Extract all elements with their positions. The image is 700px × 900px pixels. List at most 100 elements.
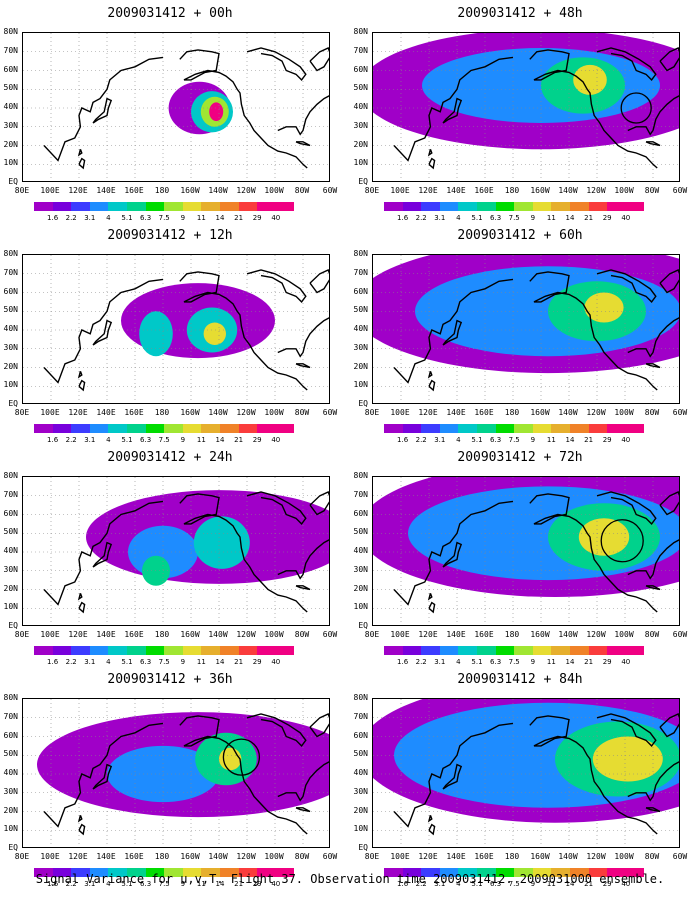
coastline [43, 722, 164, 828]
coastline [78, 823, 86, 836]
colorbar-label: 6.3 [140, 880, 152, 888]
coastline [78, 379, 86, 392]
y-tick-label: 60N [3, 64, 18, 74]
coastline [295, 585, 311, 591]
colorbar-label: 29 [602, 880, 612, 888]
variance-contour [592, 736, 663, 782]
x-tick-label: 160W [530, 852, 550, 861]
colorbar-swatch [421, 202, 440, 211]
colorbar-swatch [89, 646, 109, 655]
x-tick-label: 80W [294, 186, 310, 195]
x-tick-label: 100W [614, 408, 634, 417]
x-tick-label: 100W [264, 408, 284, 417]
x-tick-label: 60W [322, 852, 338, 861]
colorbar-swatch [164, 868, 183, 877]
colorbar [384, 646, 645, 655]
colorbar-swatch [495, 868, 515, 877]
x-tick-label: 120W [586, 186, 606, 195]
y-tick-label: 80N [3, 27, 18, 36]
colorbar-swatch [476, 868, 496, 877]
colorbar-label: 4 [456, 658, 461, 666]
colorbar-label: 11 [196, 658, 206, 666]
colorbar-label: 21 [584, 658, 594, 666]
x-tick-label: 120E [418, 630, 438, 639]
colorbar-swatch [514, 868, 533, 877]
colorbar-swatch [34, 868, 53, 877]
map-plot [22, 476, 330, 626]
colorbar-label: 7.5 [508, 436, 520, 444]
coastline [442, 97, 463, 124]
colorbar-swatch [71, 868, 90, 877]
colorbar-swatch [201, 424, 220, 433]
coastline [92, 97, 113, 124]
colorbar-label: 7.5 [508, 658, 520, 666]
colorbar-swatch [439, 424, 459, 433]
colorbar-swatch [588, 202, 608, 211]
colorbar-label: 4 [456, 880, 461, 888]
x-tick-label: 160W [530, 186, 550, 195]
coastline [77, 815, 83, 823]
y-tick-label: 20N [3, 361, 18, 371]
colorbar-swatch [551, 424, 570, 433]
x-tick-label: 180 [154, 186, 170, 195]
coastline [179, 49, 308, 169]
coastline [92, 763, 113, 790]
x-tick-label: 120W [236, 408, 256, 417]
colorbar-label: 40 [621, 214, 631, 222]
colorbar-label: 40 [271, 214, 281, 222]
colorbar-swatch [275, 424, 295, 433]
colorbar-swatch [402, 424, 422, 433]
y-tick-label: 40N [353, 324, 368, 333]
x-tick-label: 80W [644, 852, 660, 861]
x-tick-label: 160E [474, 630, 494, 639]
y-tick-label: 70N [3, 711, 18, 721]
x-tick-label: 140W [558, 852, 578, 861]
y-tick-label: 80N [3, 693, 18, 702]
colorbar-label: 9 [530, 880, 536, 888]
y-tick-label: 80N [353, 471, 368, 480]
colorbar-label: 11 [196, 436, 206, 444]
colorbar-swatch [126, 646, 146, 655]
panel-title: 2009031412 + 84h [457, 672, 583, 687]
coastline [77, 149, 83, 157]
colorbar-label: 14 [565, 436, 575, 444]
x-tick-label: 140W [558, 630, 578, 639]
colorbar-swatch [458, 424, 477, 433]
colorbar-swatch [71, 202, 90, 211]
y-tick-label: 70N [3, 267, 18, 277]
coastline [659, 491, 679, 516]
coastline [627, 761, 679, 802]
colorbar-swatch [126, 868, 146, 877]
coastline [627, 317, 679, 358]
y-tick-label: 80N [353, 693, 368, 702]
colorbar-label: 3.1 [434, 658, 446, 666]
colorbar-label: 9 [180, 214, 186, 222]
x-tick-label: 100E [40, 630, 60, 639]
colorbar-label: 11 [196, 880, 206, 888]
x-tick-label: 140W [208, 408, 228, 417]
colorbar-label: 6.3 [490, 436, 502, 444]
x-tick-label: 140E [446, 852, 466, 861]
colorbar-swatch [52, 202, 72, 211]
panel-7: 2009031412 + 84h 80N 70N 60N 50N 40N 30N 20N 10N… [350, 672, 690, 888]
coastline [627, 539, 679, 580]
y-tick-label: 60N [3, 286, 18, 296]
colorbar-swatch [201, 646, 220, 655]
colorbar-swatch [182, 202, 202, 211]
x-tick-label: 160W [530, 630, 550, 639]
colorbar-label: 21 [584, 436, 594, 444]
y-tick-label: 50N [353, 305, 368, 315]
y-tick-label: 10N [353, 824, 368, 834]
colorbar-swatch [514, 202, 533, 211]
coastline [78, 157, 86, 170]
x-tick-label: 180 [504, 630, 520, 639]
colorbar-label: 4 [456, 436, 461, 444]
colorbar-swatch [495, 646, 515, 655]
colorbar-label: 29 [252, 880, 262, 888]
y-tick-label: 60N [353, 64, 368, 74]
colorbar-swatch [34, 646, 53, 655]
y-tick-label: 20N [3, 583, 18, 593]
y-tick-label: 20N [353, 361, 368, 371]
y-tick-label: 40N [3, 324, 18, 333]
x-tick-label: 140E [96, 408, 116, 417]
